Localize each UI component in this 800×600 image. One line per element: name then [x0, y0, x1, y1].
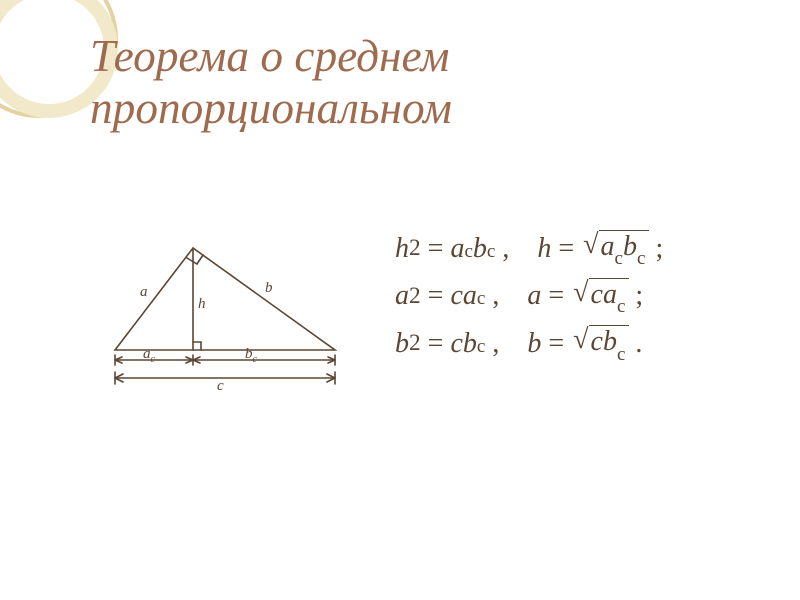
- formula-1-squared: a2 = cac ,: [395, 280, 499, 312]
- formula-0-root: h = √acbc;: [537, 230, 663, 268]
- formula-row-0: h2 = acbc , h = √acbc;: [395, 230, 663, 268]
- formula-2-squared: b2 = cbc ,: [395, 328, 499, 360]
- label-h: h: [198, 296, 206, 312]
- diagram-labels: a b h ac bc c: [140, 280, 273, 394]
- formula-1-root: a = √cac;: [527, 278, 643, 316]
- right-angle-foot: [193, 342, 201, 350]
- slide: Теорема о среднем пропорциональном: [0, 0, 800, 600]
- content-area: a b h ac bc c h2 = acbc , h = √acbc; a2 = …: [95, 230, 740, 395]
- label-a: a: [140, 284, 148, 300]
- formula-row-1: a2 = cac , a = √cac;: [395, 278, 663, 316]
- triangle-outline: [115, 248, 335, 350]
- label-c: c: [217, 378, 224, 394]
- formula-row-2: b2 = cbc , b = √cbc.: [395, 325, 663, 363]
- label-bc: bc: [245, 346, 258, 365]
- right-angle-apex: [187, 255, 203, 264]
- formula-0-squared: h2 = acbc ,: [395, 233, 509, 265]
- diagram-strokes: [115, 248, 335, 384]
- formula-2-root: b = √cbc.: [527, 325, 642, 363]
- formula-block: h2 = acbc , h = √acbc; a2 = cac , a = √cac;…: [395, 230, 663, 363]
- page-title: Теорема о среднем пропорциональном: [90, 30, 452, 134]
- title-line-2: пропорциональном: [90, 82, 452, 134]
- title-line-1: Теорема о среднем: [90, 30, 452, 82]
- label-ac: ac: [143, 346, 156, 365]
- label-b: b: [265, 280, 273, 296]
- triangle-diagram: a b h ac bc c: [95, 230, 355, 395]
